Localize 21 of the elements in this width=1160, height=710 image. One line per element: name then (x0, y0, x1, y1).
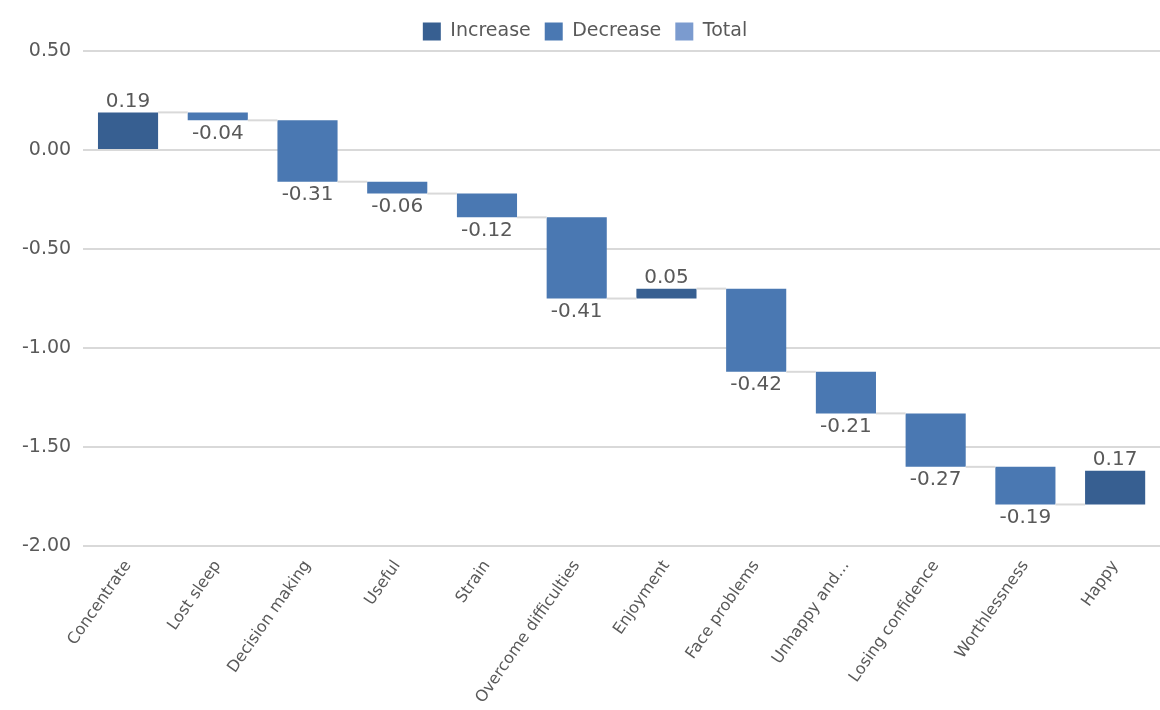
data-label: 0.19 (105, 87, 151, 112)
y-tick-label: -1.00 (21, 334, 72, 357)
y-tick-label: 0.50 (28, 37, 72, 60)
data-label: 0.05 (644, 263, 689, 288)
y-tick-label: -1.50 (21, 433, 72, 456)
data-label: 0.17 (1092, 446, 1138, 471)
legend-label: Increase (450, 18, 531, 41)
data-label: -0.27 (909, 466, 962, 491)
data-label: -0.21 (820, 412, 872, 437)
data-label: -0.12 (461, 216, 513, 241)
y-tick-label: -2.00 (21, 533, 72, 556)
data-label: -0.19 (999, 503, 1052, 528)
data-label: -0.42 (730, 371, 783, 396)
legend-label: Total (701, 18, 748, 41)
data-label: -0.31 (281, 180, 334, 205)
legend-label: Decrease (572, 18, 662, 41)
data-label: -0.41 (550, 297, 603, 322)
data-label: -0.04 (191, 119, 244, 144)
data-label: -0.06 (371, 192, 424, 217)
y-tick-label: -0.50 (21, 235, 72, 258)
y-tick-label: 0.00 (28, 136, 72, 159)
